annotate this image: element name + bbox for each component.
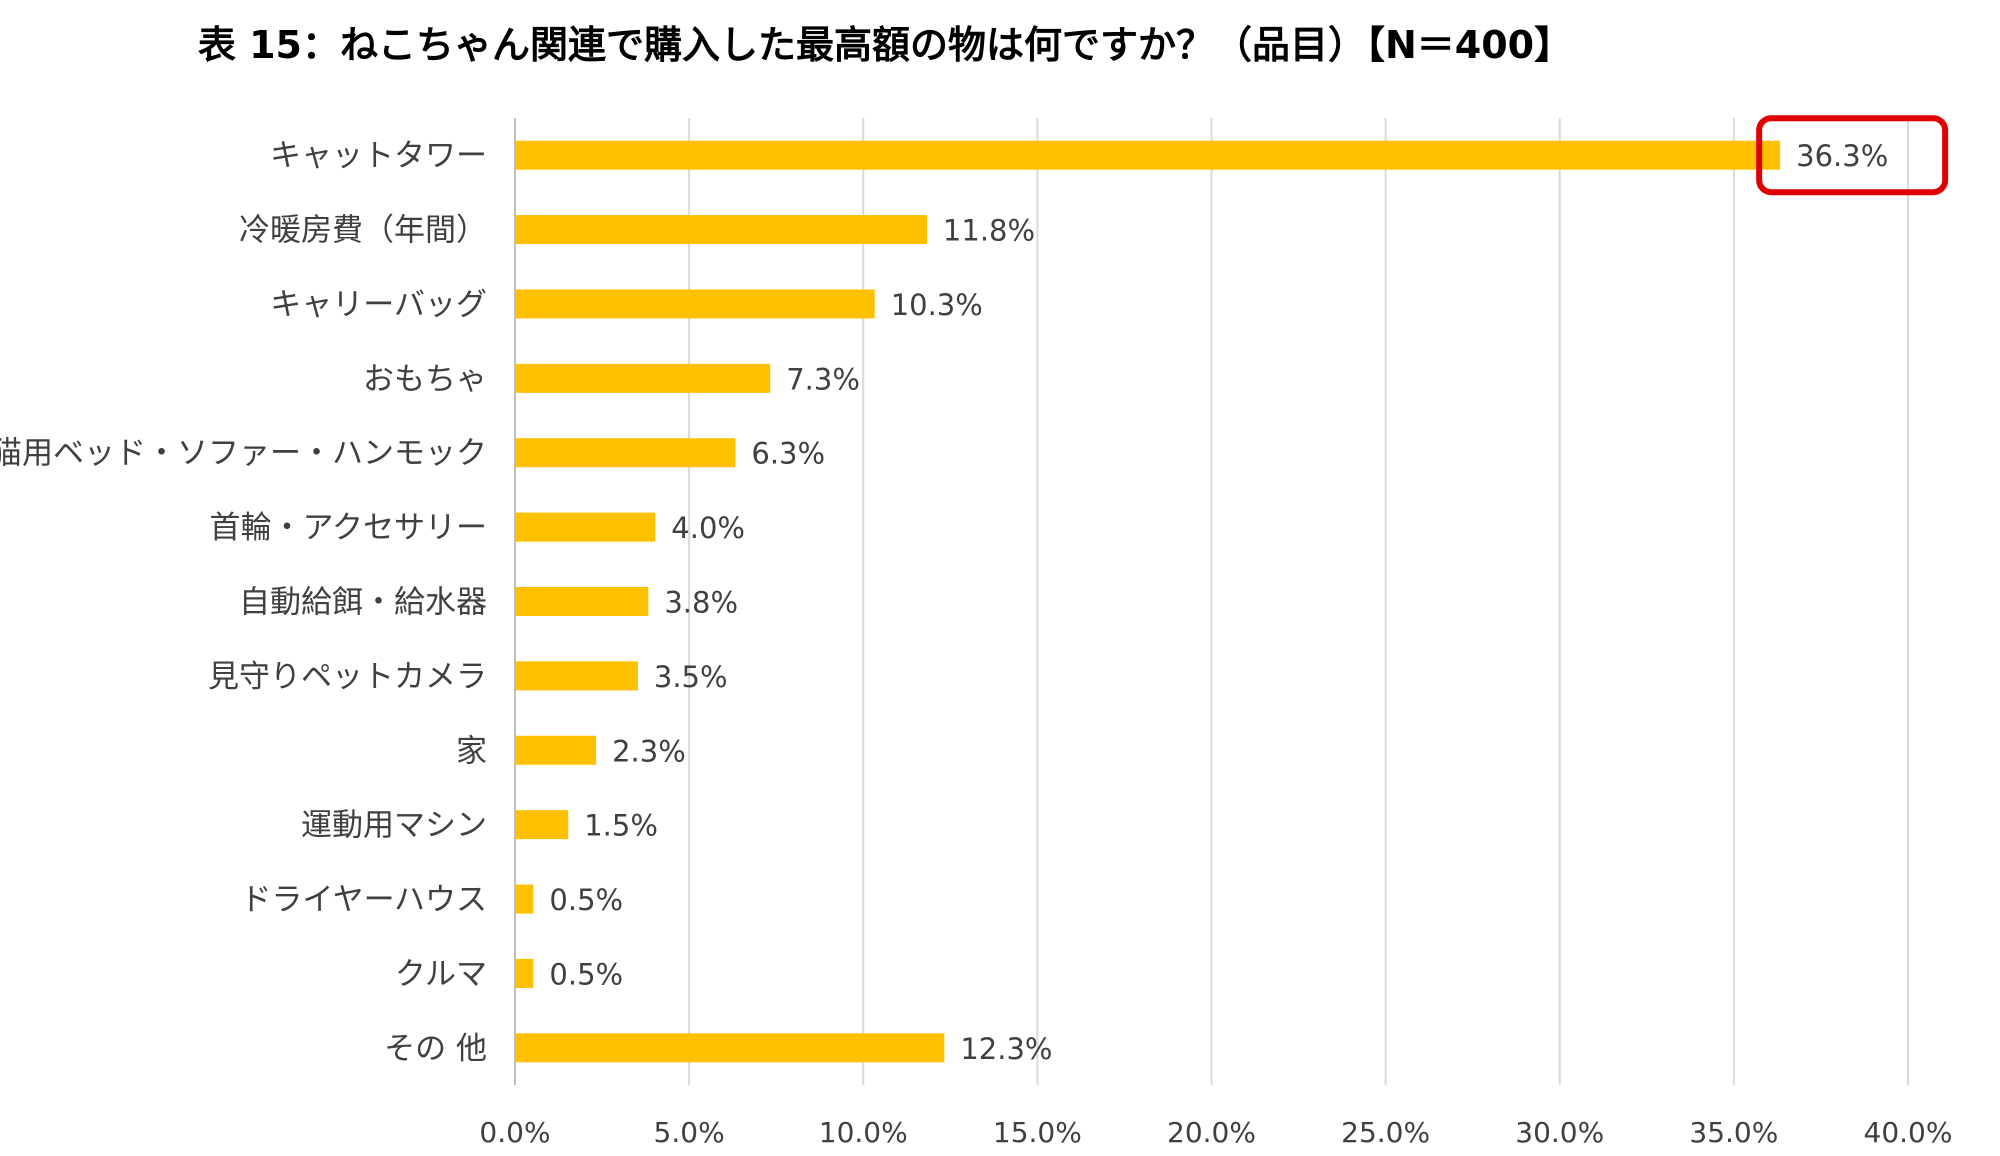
- bar: [516, 587, 649, 616]
- bar: [516, 735, 597, 765]
- bar: [516, 363, 771, 393]
- x-tick-label: 20.0%: [1167, 1116, 1256, 1149]
- value-label: 0.5%: [549, 883, 623, 917]
- x-tick-label: 30.0%: [1515, 1116, 1604, 1149]
- bar: [516, 810, 569, 840]
- category-label: 猫用ベッド・ソファー・ハンモック: [0, 436, 487, 472]
- category-label: キャットタワー: [270, 138, 487, 174]
- value-label: 3.5%: [654, 660, 728, 694]
- category-label: 家: [456, 733, 487, 769]
- highlight: [1756, 115, 1949, 196]
- x-axis-ticks: 0.0% 5.0% 10.0% 15.0% 20.0% 25.0% 30.0% 35.0% 40…: [479, 1116, 1952, 1149]
- category-label: 運動用マシン: [301, 808, 487, 844]
- bar: [516, 289, 875, 319]
- bar: [516, 140, 1781, 170]
- x-tick-label: 5.0%: [654, 1116, 725, 1149]
- value-label: 6.3%: [751, 437, 825, 471]
- bar: [516, 215, 927, 245]
- category-label: 見守りペットカメラ: [208, 659, 487, 695]
- value-label: 11.8%: [943, 214, 1035, 248]
- value-labels: 36.3% 11.8% 10.3% 7.3% 6.3% 4.0% 3.8% 3.5% 2.3% 1…: [549, 139, 1888, 1066]
- value-label: 36.3%: [1796, 139, 1888, 173]
- value-label: 3.8%: [664, 586, 738, 620]
- value-label: 4.0%: [671, 511, 745, 545]
- value-label: 10.3%: [891, 288, 983, 322]
- category-label: その 他: [384, 1031, 487, 1067]
- bar: [516, 958, 534, 988]
- highlight-box: [1756, 115, 1949, 196]
- category-label: 冷暖房費（年間）: [239, 213, 487, 249]
- x-tick-label: 40.0%: [1864, 1116, 1953, 1149]
- category-label: クルマ: [395, 956, 487, 992]
- bars: [516, 140, 1781, 1063]
- value-label: 7.3%: [786, 362, 860, 396]
- value-label: 0.5%: [549, 957, 623, 991]
- bar: [516, 884, 534, 914]
- category-label: キャリーバッグ: [270, 287, 487, 323]
- value-label: 2.3%: [612, 734, 686, 768]
- bar: [516, 512, 656, 542]
- category-label: おもちゃ: [363, 361, 487, 397]
- x-tick-label: 25.0%: [1341, 1116, 1430, 1149]
- x-tick-label: 0.0%: [479, 1116, 550, 1149]
- x-tick-label: 10.0%: [819, 1116, 908, 1149]
- category-label: 首輪・アクセサリー: [210, 510, 487, 546]
- gridlines: [514, 118, 1909, 1085]
- bar: [516, 438, 736, 468]
- x-tick-label: 15.0%: [993, 1116, 1082, 1149]
- chart-title: 表 15：ねこちゃん関連で購入した最高額の物は何ですか？（品目）【N＝400】: [197, 23, 1573, 67]
- value-label: 1.5%: [584, 809, 658, 843]
- category-label: ドライヤーハウス: [241, 882, 487, 918]
- x-tick-label: 35.0%: [1689, 1116, 1778, 1149]
- category-label: 自動給餌・給水器: [239, 585, 487, 621]
- bar: [516, 1033, 945, 1063]
- value-label: 12.3%: [960, 1032, 1052, 1066]
- bar: [516, 661, 638, 691]
